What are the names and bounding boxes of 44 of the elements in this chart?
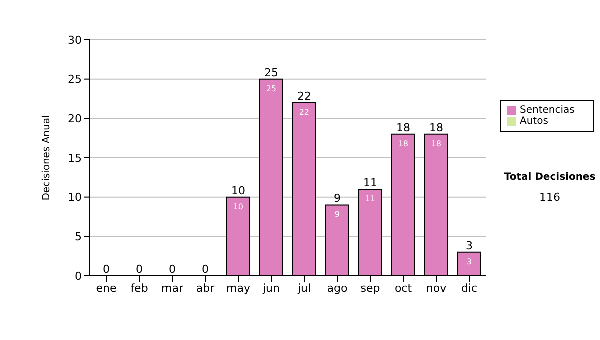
y-tick-label: 25: [68, 73, 82, 86]
x-tick-label: oct: [394, 282, 413, 295]
total-label: 22: [298, 90, 312, 103]
total-label: 3: [466, 239, 473, 252]
data-label: 10: [233, 202, 244, 212]
data-label: 18: [431, 139, 442, 148]
total-label: 0: [169, 263, 176, 276]
text: 116: [538, 191, 562, 204]
x-tick-label: jul: [296, 282, 312, 295]
x-tick-label: sep: [360, 282, 380, 295]
x-tick-label: ago: [327, 282, 348, 295]
x-tick-label: may: [226, 282, 251, 295]
legend-label: Autos: [520, 116, 548, 127]
total-label: 9: [334, 192, 341, 206]
y-tick-label: 30: [68, 34, 82, 47]
y-tick-label: 5: [75, 230, 82, 244]
y-tick-label: 20: [68, 112, 82, 126]
x-tick-label: feb: [130, 282, 148, 295]
data-label: 3: [466, 257, 472, 266]
y-tick-label: 0: [75, 270, 82, 283]
x-tick-label: ene: [96, 282, 117, 295]
text: Total Decisiones: [503, 172, 597, 183]
data-label: 25: [266, 84, 277, 94]
y-tick-label: 15: [68, 152, 82, 165]
x-tick-label: mar: [162, 282, 184, 295]
data-label: 22: [299, 108, 310, 117]
total-label: 0: [202, 263, 209, 276]
total-label: 25: [264, 66, 278, 80]
y-axis-title: Decisiones Anual: [42, 115, 53, 201]
total-label: 11: [364, 176, 378, 190]
total-label: 0: [136, 263, 143, 276]
y-tick-label: 10: [68, 191, 82, 204]
total-label: 18: [430, 121, 444, 134]
total-label: 10: [232, 184, 246, 198]
x-tick-label: abr: [196, 282, 216, 295]
x-tick-label: jun: [262, 282, 280, 295]
data-label: 11: [365, 194, 376, 204]
x-tick-label: nov: [426, 282, 448, 295]
total-label: 18: [396, 121, 410, 134]
data-label: 18: [398, 139, 409, 148]
legend-label: Sentencias: [520, 105, 575, 116]
data-label: 9: [334, 210, 340, 220]
x-tick-label: dic: [461, 282, 478, 295]
total-label: 0: [103, 263, 110, 276]
